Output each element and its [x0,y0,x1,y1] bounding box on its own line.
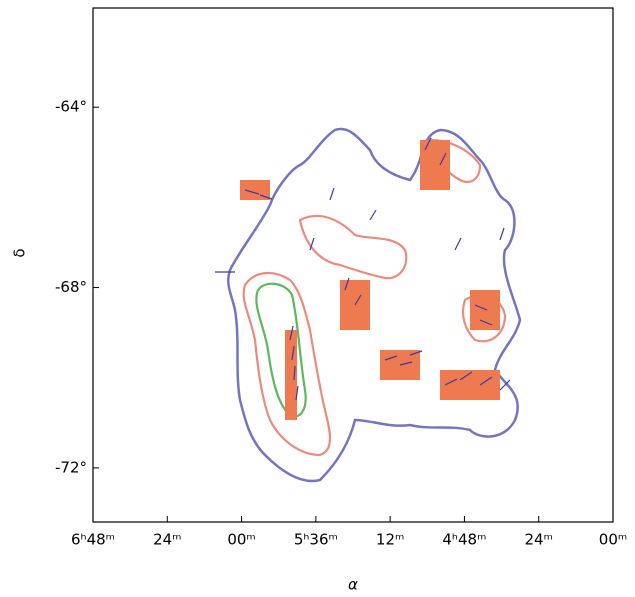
pixel-block [285,330,297,420]
contours [227,127,522,483]
x-tick-label: 00ᵐ [599,531,627,549]
x-axis-label: α [348,576,358,594]
y-axis-label: δ [11,248,29,257]
plot-frame [92,7,614,523]
polarization-pixels [240,140,500,420]
x-tick-label: 5ʰ36ᵐ [294,531,338,549]
vector-set [215,137,511,401]
y-tick-label: -68° [55,278,87,296]
pixel-block [440,370,500,400]
contour-inner [255,282,307,418]
contour-east [298,215,408,280]
x-tick-label: 6ʰ48ᵐ [71,531,115,549]
contour-outer [227,127,522,483]
x-tick-label: 24ᵐ [524,531,552,549]
pixel-block [470,290,500,330]
contour-middle [242,272,332,457]
x-tick-label: 00ᵐ [227,531,255,549]
y-tick-label: -72° [55,458,87,476]
y-tick-label: -64° [55,98,87,116]
pixel-block [240,180,270,200]
x-tick-label: 24ᵐ [153,531,181,549]
pixel-block [420,140,450,190]
polarization-vectors [215,137,511,401]
x-tick-label: 12ᵐ [376,531,404,549]
x-tick-label: 4ʰ48ᵐ [442,531,486,549]
